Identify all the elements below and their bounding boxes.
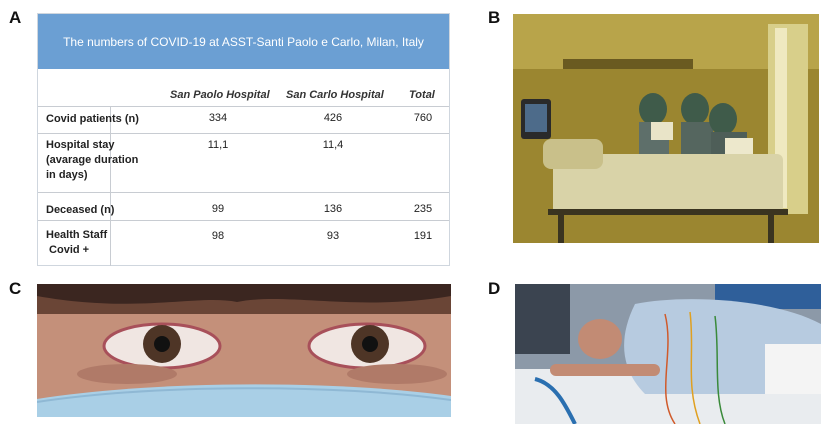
icu-staff-photo bbox=[513, 14, 819, 243]
row-divider bbox=[38, 220, 449, 221]
patient-illustration bbox=[515, 284, 821, 424]
cell-san-carlo: 426 bbox=[323, 112, 343, 124]
row-label-hospital-stay: Hospital stay (avarage duration in days) bbox=[46, 138, 138, 183]
cell-total: 760 bbox=[413, 112, 433, 124]
cell-san-carlo: 93 bbox=[326, 230, 340, 242]
label-line: Covid + bbox=[46, 244, 90, 256]
row-divider bbox=[38, 192, 449, 193]
icu-staff-illustration bbox=[513, 14, 819, 243]
cell-san-carlo: 11,4 bbox=[322, 139, 344, 151]
prone-patient-photo bbox=[515, 284, 821, 424]
panel-label-c: C bbox=[9, 279, 22, 298]
label-line: in days) bbox=[46, 169, 88, 181]
cell-san-paolo: 98 bbox=[211, 230, 225, 242]
row-divider bbox=[38, 106, 449, 107]
cell-san-paolo: 99 bbox=[211, 203, 225, 215]
column-divider bbox=[110, 106, 111, 266]
header-san-carlo: San Carlo Hospital bbox=[286, 89, 384, 101]
header-san-paolo: San Paolo Hospital bbox=[170, 89, 270, 101]
panel-label-d: D bbox=[488, 279, 501, 298]
cell-total: 191 bbox=[413, 230, 433, 242]
label-line: (avarage duration bbox=[46, 154, 139, 166]
panel-label-a: A bbox=[9, 8, 22, 27]
row-label-health-staff: Health Staff Covid + bbox=[46, 228, 107, 258]
label-line: Health Staff bbox=[46, 229, 108, 241]
cell-san-paolo: 11,1 bbox=[207, 139, 229, 151]
panel-label-b: B bbox=[488, 8, 501, 27]
row-divider bbox=[38, 133, 449, 134]
eyes-illustration bbox=[37, 284, 451, 417]
row-label-deceased: Deceased (n) bbox=[46, 204, 115, 216]
eyes-conjunctivitis-photo bbox=[37, 284, 451, 417]
cell-san-paolo: 334 bbox=[208, 112, 228, 124]
cell-total: 235 bbox=[413, 203, 433, 215]
row-label-covid-patients: Covid patients (n) bbox=[46, 113, 139, 125]
cell-san-carlo: 136 bbox=[323, 203, 343, 215]
label-line: Hospital stay bbox=[46, 139, 115, 151]
table-title: The numbers of COVID-19 at ASST-Santi Pa… bbox=[38, 14, 449, 69]
header-total: Total bbox=[409, 89, 435, 101]
covid-statistics-table: The numbers of COVID-19 at ASST-Santi Pa… bbox=[37, 13, 450, 266]
